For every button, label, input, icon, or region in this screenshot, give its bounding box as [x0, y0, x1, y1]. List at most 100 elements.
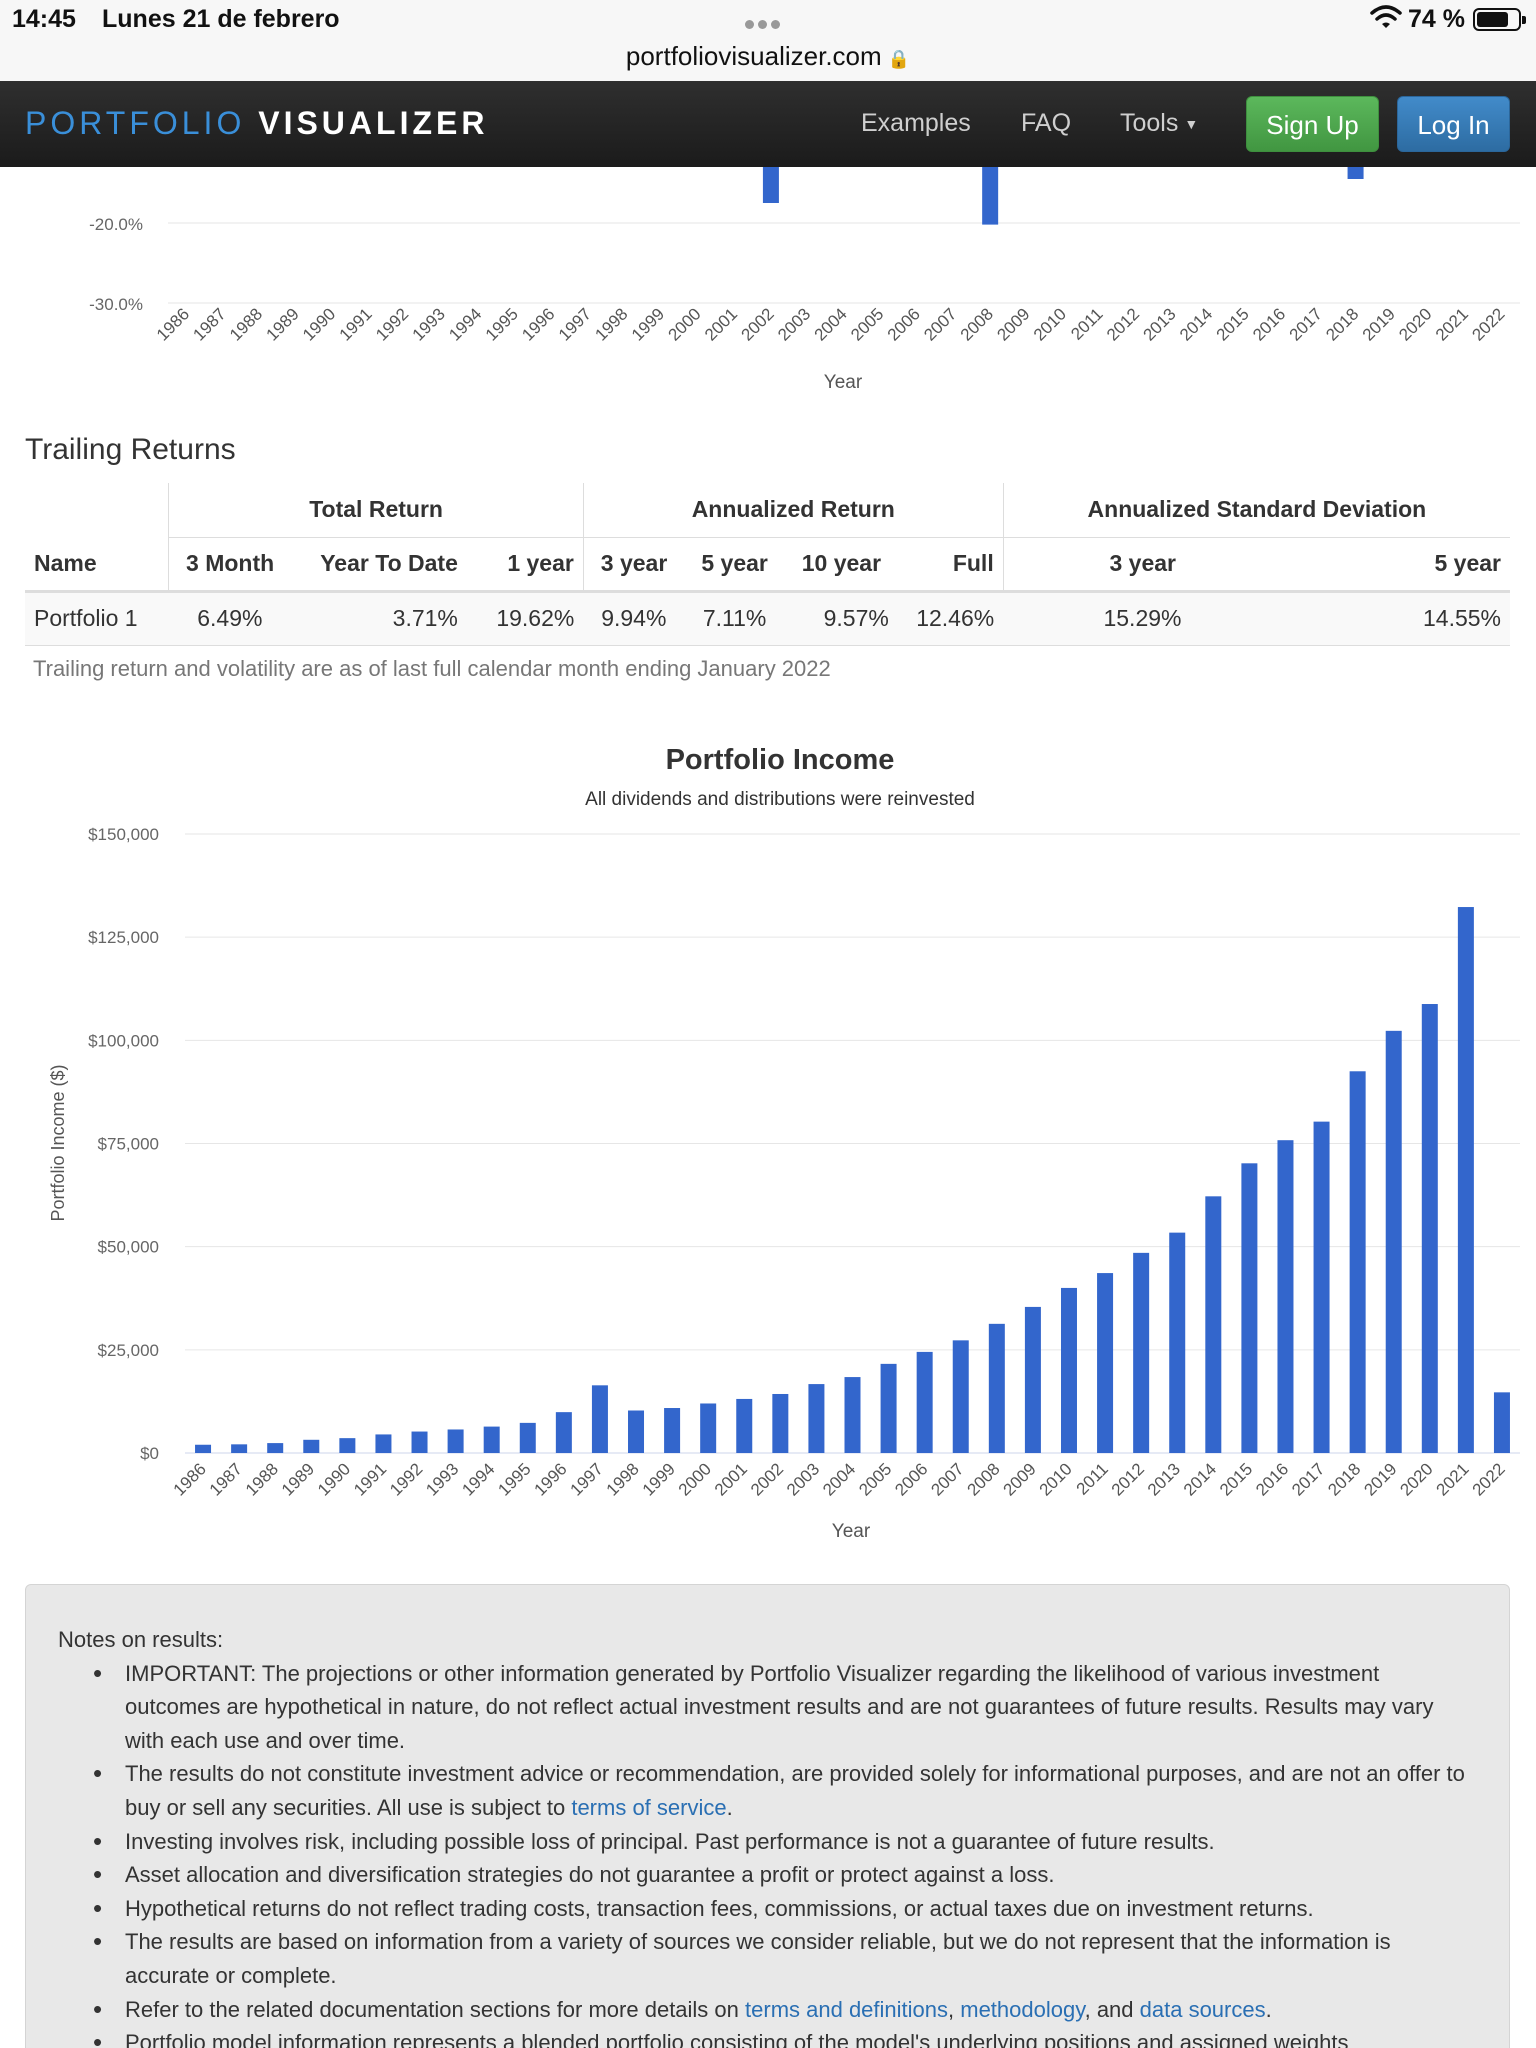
table-cell: 7.11%	[684, 591, 785, 646]
x-tick-label: 2006	[884, 304, 924, 344]
x-tick-label: 2020	[1395, 304, 1435, 344]
bar	[982, 167, 999, 225]
x-tick-label: 2013	[1144, 1459, 1184, 1499]
table-cell: 9.57%	[784, 591, 898, 646]
x-tick-label: 2017	[1286, 304, 1326, 344]
group-annualized-return: Annualized Return	[582, 483, 1004, 538]
chart-title: Portfolio Income	[666, 744, 895, 776]
bar	[916, 1351, 933, 1453]
x-tick-label: 1987	[189, 304, 229, 344]
x-tick-label: 1999	[628, 304, 668, 344]
bar	[1313, 1121, 1330, 1453]
x-tick-label: 2016	[1252, 1459, 1292, 1499]
x-tick-label: 1988	[226, 304, 266, 344]
x-tick-label: 1990	[299, 304, 339, 344]
x-tick-label: 2000	[664, 304, 704, 344]
x-tick-label: 1989	[263, 304, 303, 344]
x-tick-label: 2009	[993, 304, 1033, 344]
x-tick-label: 1998	[591, 304, 631, 344]
trailing-returns-table: Total Return Annualized Return Annualize…	[25, 483, 1510, 646]
chart-subtitle: All dividends and distributions were rei…	[585, 789, 975, 810]
bar	[762, 167, 779, 203]
y-tick-label: -20.0%	[89, 215, 143, 234]
bar	[772, 1393, 789, 1453]
col-header: 5 year	[1281, 537, 1510, 593]
x-axis-label: Year	[832, 1521, 871, 1542]
trailing-returns-footnote: Trailing return and volatility are as of…	[33, 656, 831, 681]
x-tick-label: 1997	[555, 304, 595, 344]
x-tick-label: 2008	[957, 304, 997, 344]
y-tick-label: -30.0%	[89, 295, 143, 314]
nav-faq[interactable]: FAQ	[1021, 109, 1072, 137]
col-header: 3 year	[1002, 537, 1282, 593]
url-text: portfoliovisualizer.com	[625, 41, 882, 71]
col-header: 5 year	[684, 537, 785, 593]
brand-logo[interactable]: PORTFOLIO VISUALIZER	[25, 105, 488, 142]
bar	[1347, 167, 1364, 179]
nav-tools[interactable]: Tools ▼	[1120, 109, 1198, 138]
bar	[1277, 1140, 1294, 1453]
bar	[952, 1340, 969, 1453]
note-link[interactable]: terms of service	[571, 1794, 727, 1820]
x-tick-label: 1990	[314, 1459, 354, 1499]
annual-returns-chart: -20.0% -30.0% 1986198719881989199019911992…	[89, 167, 1520, 393]
bar	[1385, 1030, 1402, 1453]
bar	[844, 1377, 861, 1453]
bar	[1349, 1071, 1366, 1453]
x-tick-label: 2001	[711, 1459, 751, 1499]
log-in-button[interactable]: Log In	[1397, 96, 1510, 152]
x-axis-label: Year	[824, 372, 863, 393]
x-tick-label: 2000	[675, 1459, 715, 1499]
note-text: .	[726, 1794, 733, 1820]
x-tick-label: 2021	[1432, 304, 1472, 344]
bar	[736, 1398, 753, 1453]
table-cell: 14.55%	[1281, 591, 1510, 646]
bar	[1060, 1287, 1077, 1453]
x-tick-label: 2021	[1433, 1459, 1473, 1499]
bar	[988, 1323, 1005, 1453]
bar	[375, 1434, 392, 1453]
x-tick-label: 1999	[639, 1459, 679, 1499]
sign-up-button[interactable]: Sign Up	[1246, 96, 1379, 152]
navbar: PORTFOLIO VISUALIZER Examples FAQ Tools ▼…	[0, 81, 1536, 167]
bar	[267, 1443, 284, 1453]
caret-down-icon: ▼	[1184, 116, 1199, 133]
note-link[interactable]: data sources	[1139, 1996, 1266, 2022]
note-item: Refer to the related documentation secti…	[93, 1993, 1477, 2027]
bar	[447, 1429, 464, 1453]
table-cell: 6.49%	[168, 591, 291, 646]
x-tick-label: 1989	[278, 1459, 318, 1499]
x-tick-label: 2002	[747, 1459, 787, 1499]
table-cell: 19.62%	[466, 591, 584, 646]
x-tick-label: 2018	[1322, 304, 1362, 344]
x-tick-label: 1991	[336, 304, 376, 344]
nav-examples[interactable]: Examples	[861, 109, 971, 137]
x-tick-label: 1987	[206, 1459, 246, 1499]
col-header: 3 year	[582, 537, 685, 593]
bar	[1133, 1252, 1150, 1453]
status-date: Lunes 21 de febrero	[102, 5, 340, 33]
note-text: , and	[1084, 1996, 1140, 2022]
y-tick-label: $150,000	[88, 825, 159, 844]
note-item: The results are based on information fro…	[93, 1925, 1477, 1992]
battery-percent: 74 %	[1408, 5, 1465, 33]
more-icon[interactable]	[745, 16, 791, 30]
x-tick-label: 2004	[819, 1459, 859, 1499]
x-tick-label: 2014	[1180, 1459, 1220, 1499]
bar	[880, 1363, 897, 1453]
x-tick-label: 2017	[1288, 1459, 1328, 1499]
battery-icon	[1473, 8, 1526, 31]
address-bar[interactable]: portfoliovisualizer.com 🔒	[0, 41, 1536, 72]
note-text: The results do not constitute investment…	[125, 1761, 1465, 1820]
portfolio-income-chart: Portfolio Income All dividends and distri…	[48, 744, 1520, 1542]
note-link[interactable]: terms and definitions	[745, 1996, 949, 2022]
bar	[1493, 1392, 1510, 1453]
note-link[interactable]: methodology	[960, 1996, 1085, 2022]
x-tick-label: 2006	[891, 1459, 931, 1499]
bar	[519, 1422, 536, 1453]
x-tick-label: 1995	[482, 304, 522, 344]
status-time: 14:45	[12, 5, 76, 33]
x-tick-label: 2010	[1030, 304, 1070, 344]
note-text: IMPORTANT: The projections or other info…	[125, 1660, 1434, 1753]
x-tick-label: 2020	[1396, 1459, 1436, 1499]
